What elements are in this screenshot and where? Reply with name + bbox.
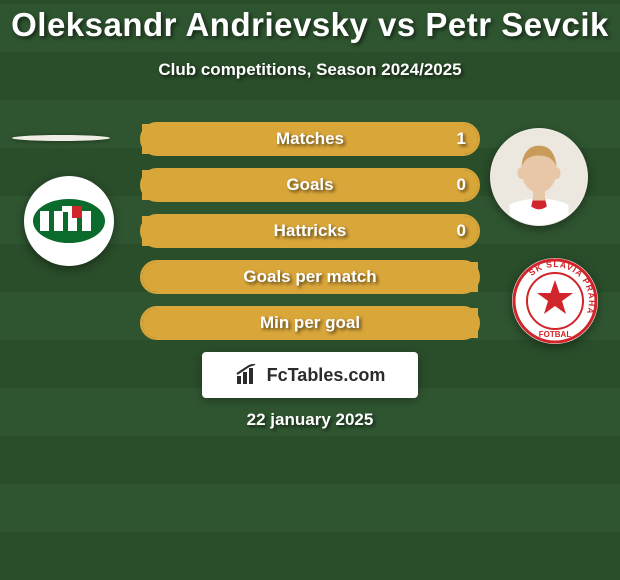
date-label: 22 january 2025: [0, 410, 620, 430]
stat-label: Hattricks: [274, 221, 347, 241]
stat-row-min-per-goal: Min per goal: [140, 306, 480, 340]
branding-text: FcTables.com: [267, 365, 386, 386]
stat-value-right: 0: [457, 221, 466, 241]
club-badge-left: [24, 176, 114, 266]
stat-value-right: 0: [457, 175, 466, 195]
stats-container: Matches 1 Goals 0 Hattricks 0 Goals per …: [140, 122, 480, 340]
player-right-photo: [490, 128, 588, 226]
stat-value-right: 1: [457, 129, 466, 149]
stat-label: Matches: [276, 129, 344, 149]
stat-row-matches: Matches 1: [140, 122, 480, 156]
stat-row-hattricks: Hattricks 0: [140, 214, 480, 248]
player-left-photo: [12, 135, 110, 141]
svg-text:FOTBAL: FOTBAL: [539, 330, 572, 339]
branding-box: FcTables.com: [202, 352, 418, 398]
stat-label: Goals per match: [243, 267, 376, 287]
club-badge-right: SK SLAVIA PRAHA FOTBAL: [512, 258, 598, 344]
stat-label: Min per goal: [260, 313, 360, 333]
stat-label: Goals: [286, 175, 333, 195]
page-title: Oleksandr Andrievsky vs Petr Sevcik: [0, 0, 620, 44]
subtitle: Club competitions, Season 2024/2025: [0, 60, 620, 80]
stat-row-goals-per-match: Goals per match: [140, 260, 480, 294]
stat-row-goals: Goals 0: [140, 168, 480, 202]
chart-icon: [235, 364, 261, 386]
